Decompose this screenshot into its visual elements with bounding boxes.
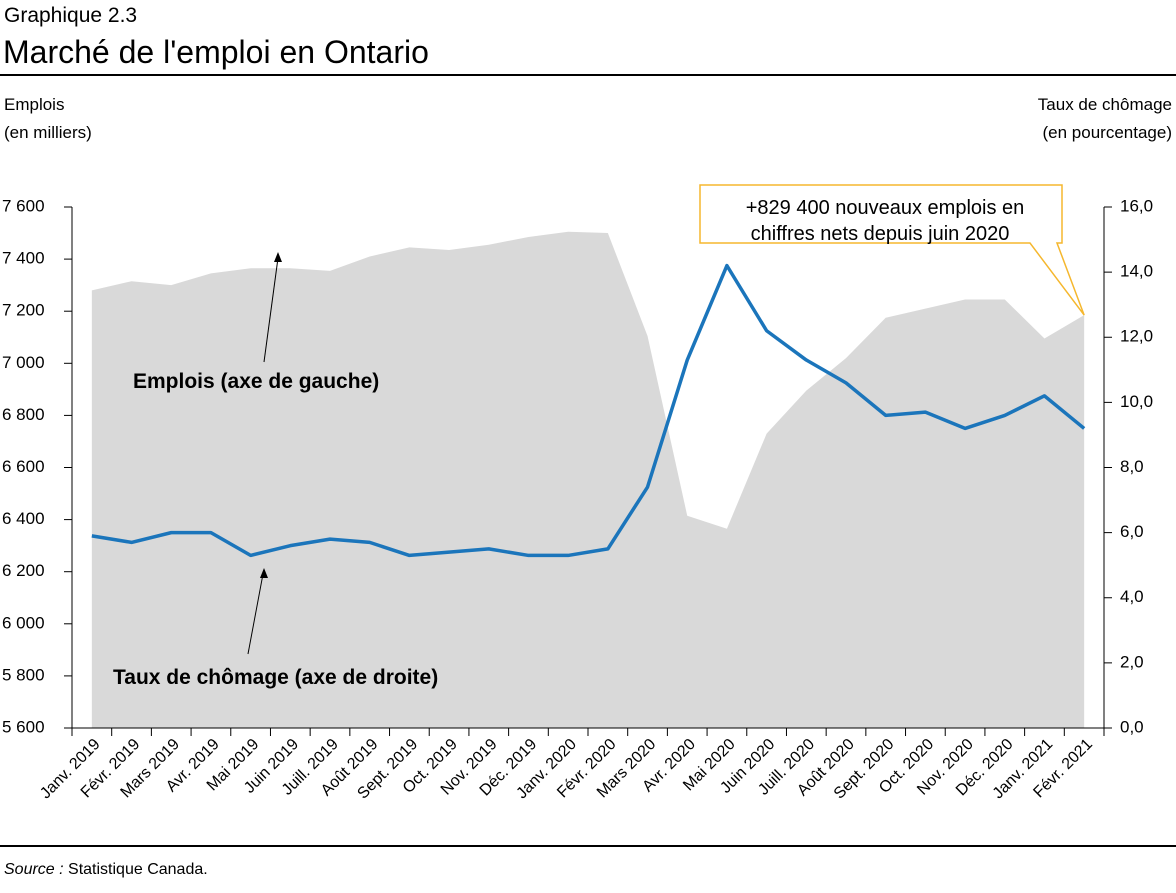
employment-area bbox=[91, 231, 1085, 728]
y2-tick-label: 16,0 bbox=[1120, 196, 1153, 215]
callout-text: chiffres nets depuis juin 2020 bbox=[751, 223, 1010, 245]
source: Source : Statistique Canada. bbox=[4, 861, 208, 878]
y2-tick-label: 2,0 bbox=[1120, 652, 1144, 671]
chart-title: Marché de l'emploi en Ontario bbox=[3, 34, 429, 70]
y2-tick-label: 10,0 bbox=[1120, 392, 1153, 411]
y-tick-label: 7 000 bbox=[2, 353, 45, 372]
series-annotation: Emplois (axe de gauche) bbox=[133, 370, 379, 393]
arrow-head bbox=[274, 252, 282, 262]
y2-axis-title: (en pourcentage) bbox=[1043, 123, 1172, 142]
callout-box bbox=[699, 184, 1085, 316]
source-label: Source : bbox=[4, 861, 64, 878]
y-tick-label: 7 600 bbox=[2, 196, 45, 215]
y2-tick-label: 6,0 bbox=[1120, 522, 1144, 541]
annotation-arrow bbox=[263, 257, 279, 363]
source-text: Statistique Canada. bbox=[64, 861, 208, 878]
y-tick-label: 6 000 bbox=[2, 613, 45, 632]
y-tick-label: 5 800 bbox=[2, 665, 45, 684]
y-tick-label: 6 800 bbox=[2, 405, 45, 424]
y-axis-title: Emplois bbox=[4, 95, 64, 114]
series-annotation: Taux de chômage (axe de droite) bbox=[113, 666, 438, 689]
annotation-arrow bbox=[247, 573, 264, 655]
y-tick-label: 7 200 bbox=[2, 301, 45, 320]
y-tick-label: 7 400 bbox=[2, 249, 45, 268]
y2-tick-label: 0,0 bbox=[1120, 717, 1144, 736]
callout-text: +829 400 nouveaux emplois en bbox=[746, 197, 1025, 219]
arrow-head bbox=[260, 568, 268, 578]
rate-line bbox=[91, 263, 1086, 558]
y-tick-label: 6 600 bbox=[2, 457, 45, 476]
y2-axis-title: Taux de chômage bbox=[1038, 95, 1172, 114]
y-tick-label: 5 600 bbox=[2, 717, 45, 736]
y2-tick-label: 4,0 bbox=[1120, 587, 1144, 606]
plot: 5 600 5 800 6 000 6 200 6 400 6 600 6 800 7 000… bbox=[2, 184, 1153, 803]
y2-tick-label: 14,0 bbox=[1120, 262, 1153, 281]
y2-tick-label: 8,0 bbox=[1120, 457, 1144, 476]
y-tick-label: 6 200 bbox=[2, 561, 45, 580]
y2-tick-label: 12,0 bbox=[1120, 327, 1153, 346]
y-tick-label: 6 400 bbox=[2, 509, 45, 528]
y-axis-title: (en milliers) bbox=[4, 123, 92, 142]
chart-kicker: Graphique 2.3 bbox=[4, 4, 137, 27]
